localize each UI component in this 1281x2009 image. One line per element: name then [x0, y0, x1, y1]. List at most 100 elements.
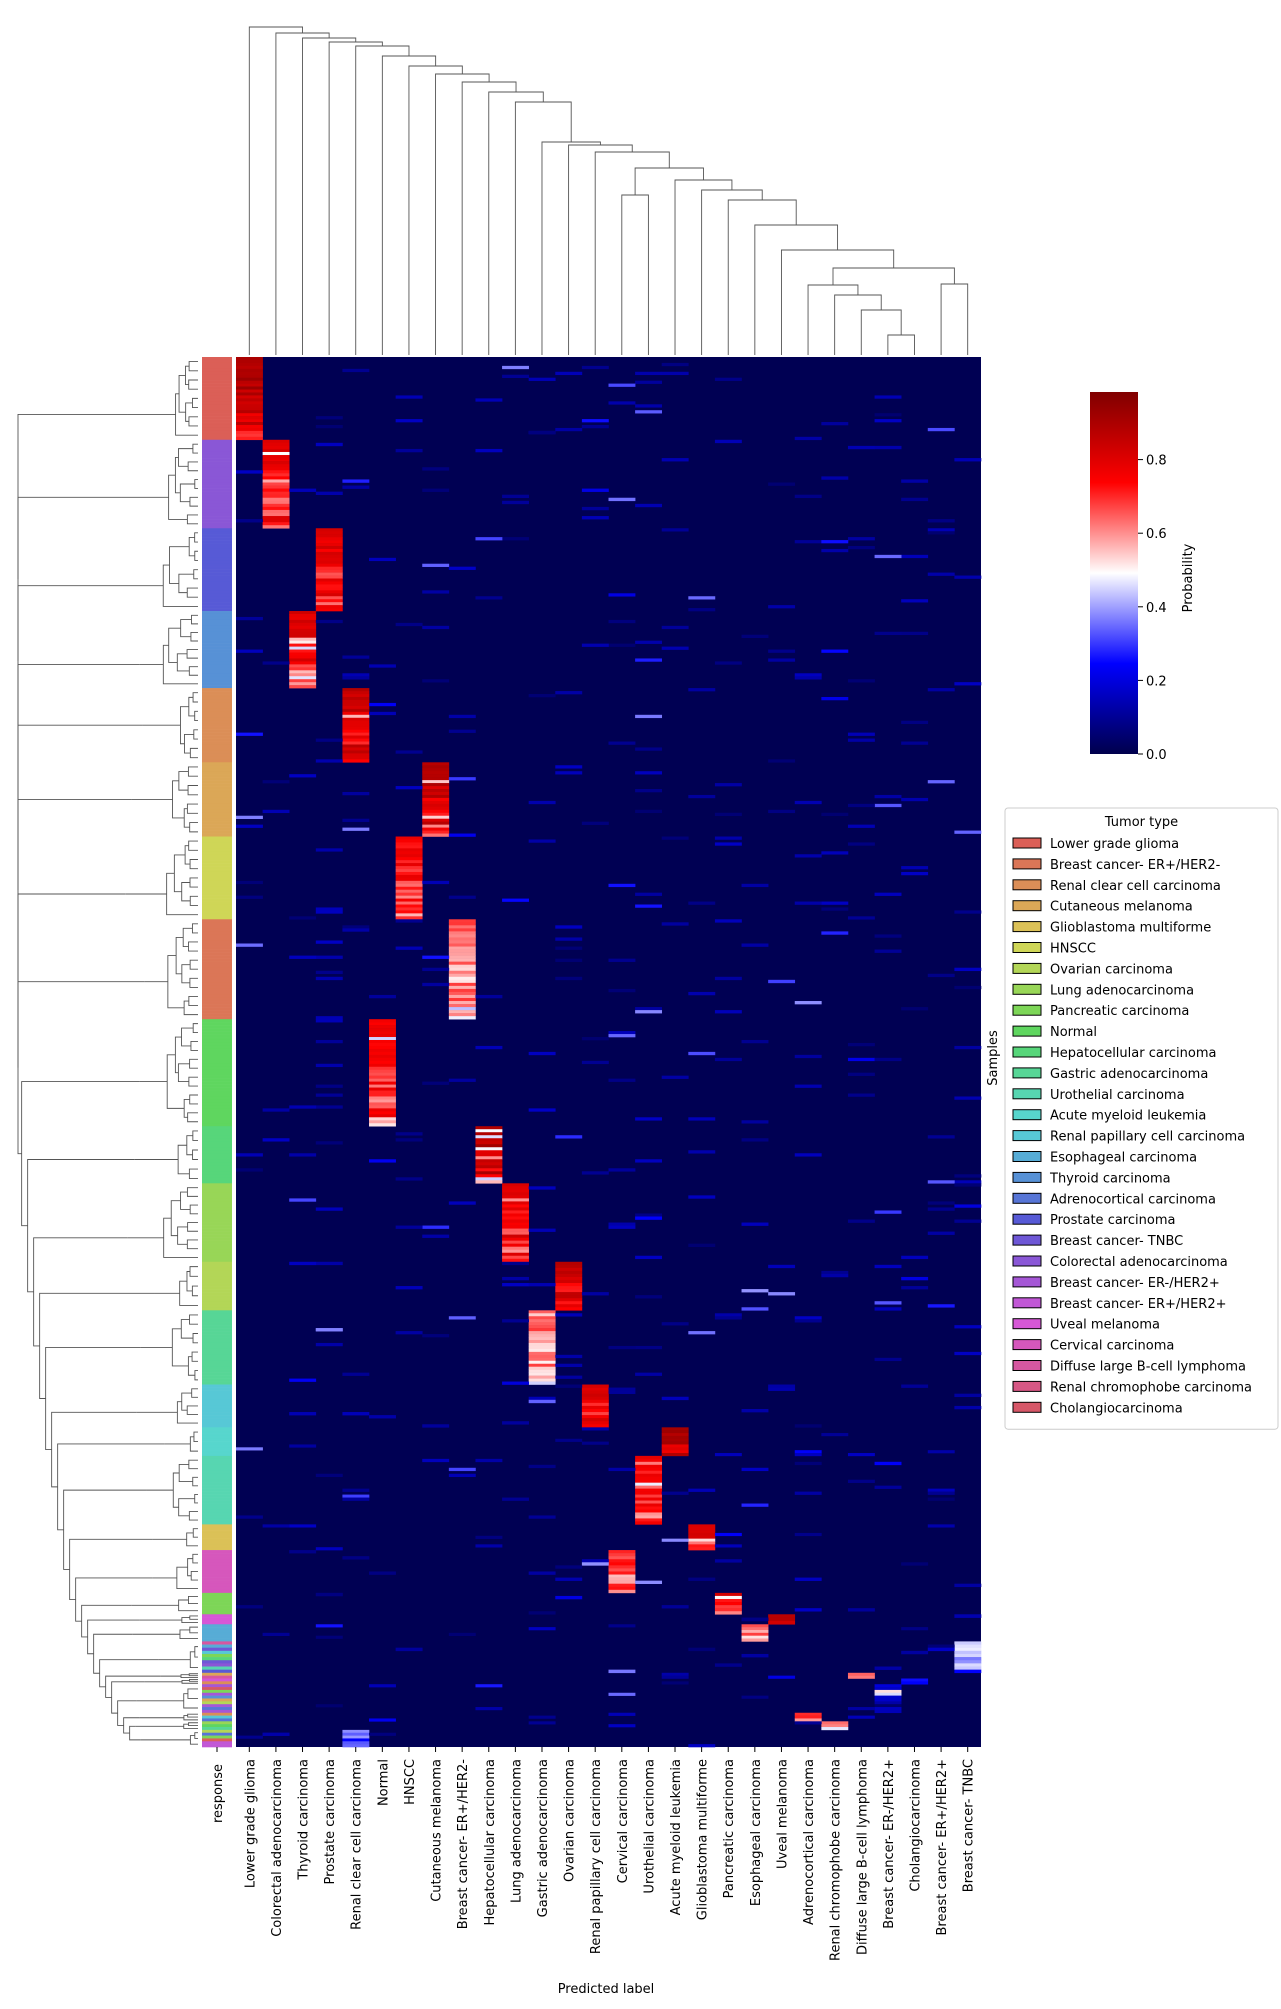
heatmap-cell [954, 682, 982, 686]
heatmap-cell [555, 1363, 583, 1368]
heatmap-cell [448, 729, 476, 733]
heatmap-cell [635, 503, 663, 508]
response-cell [202, 528, 232, 532]
heatmap-cell [874, 1684, 902, 1688]
heatmap-cell [847, 738, 875, 742]
dendrogram-link [63, 1489, 147, 1570]
response-cell [202, 913, 232, 917]
heatmap-cell [448, 895, 476, 899]
dendrogram-link [594, 151, 670, 355]
heatmap-cell [874, 1210, 902, 1214]
heatmap-cell [635, 1580, 663, 1584]
heatmap-cell [289, 1444, 317, 1448]
response-cell [202, 1057, 232, 1062]
heatmap-cell [369, 1051, 396, 1056]
heatmap-cell [395, 857, 423, 861]
heatmap-cell [395, 1177, 423, 1181]
response-cell [202, 1013, 232, 1017]
heatmap-cell [581, 1424, 609, 1428]
heatmap-cell [289, 682, 317, 686]
heatmap-cell [528, 1322, 556, 1326]
response-cell [202, 479, 232, 483]
response-cell [202, 1325, 232, 1329]
column-label: Acute myeloid leukemia [669, 1759, 684, 1915]
dendrogram-link [191, 923, 198, 934]
heatmap-cell [608, 593, 636, 597]
heatmap-cell [369, 1123, 396, 1127]
heatmap-cell [927, 1644, 955, 1648]
heatmap-cell [502, 1258, 529, 1263]
heatmap-cell [555, 1354, 583, 1359]
response-cell [202, 877, 232, 882]
response-cell [202, 1129, 232, 1133]
heatmap-cell [475, 1045, 503, 1050]
response-cell [202, 991, 232, 996]
heatmap-cell [954, 1325, 982, 1329]
heatmap-cell [342, 1741, 370, 1745]
response-cell [202, 1054, 232, 1059]
dendrogram-link [186, 1271, 193, 1292]
heatmap-cell [502, 1186, 529, 1190]
heatmap-cell [635, 1216, 663, 1220]
response-cell [202, 1060, 232, 1065]
heatmap-cell [315, 976, 343, 981]
heatmap-cell [741, 1222, 769, 1226]
dendrogram-link [192, 1528, 198, 1538]
heatmap-cell [555, 1283, 583, 1287]
response-cell [202, 1669, 232, 1674]
heatmap-cell [369, 557, 396, 562]
heatmap-cell [448, 714, 476, 719]
response-cell [202, 1001, 232, 1005]
heatmap-cell [528, 1381, 556, 1385]
heatmap-cell [395, 851, 423, 855]
heatmap-cell [342, 818, 370, 822]
response-cell [202, 1509, 232, 1513]
response-cell [202, 794, 232, 799]
dendrogram-link [188, 1168, 198, 1179]
heatmap-cell [608, 1222, 636, 1226]
column-label: Prostate carcinoma [323, 1759, 338, 1884]
heatmap-cell [422, 803, 450, 808]
heatmap-cell [315, 955, 343, 959]
response-cell [202, 1701, 232, 1705]
response-cell [202, 1174, 232, 1178]
heatmap-cell [369, 1093, 396, 1097]
heatmap-cell [448, 1201, 476, 1205]
heatmap-cell [635, 1500, 663, 1504]
heatmap-cell [369, 994, 396, 999]
response-cell [202, 1207, 232, 1211]
dendrogram-link [514, 101, 572, 355]
response-cell [202, 1467, 232, 1472]
heatmap-cell [927, 973, 955, 978]
legend-label: Lower grade glioma [1050, 837, 1179, 852]
response-cell [202, 946, 232, 950]
dendrogram-link [181, 882, 191, 902]
heatmap-cell [262, 476, 290, 480]
dendrogram-link [163, 1217, 198, 1258]
heatmap-cell [395, 871, 423, 876]
heatmap-cell [608, 1586, 636, 1591]
heatmap-cell [688, 1535, 716, 1539]
legend-label: Acute myeloid leukemia [1050, 1109, 1206, 1124]
heatmap-cell [635, 1372, 663, 1376]
heatmap-cell [528, 1354, 556, 1359]
heatmap-cell [608, 643, 636, 647]
legend-label: Hepatocellular carcinoma [1050, 1046, 1216, 1061]
dendrogram-link [187, 1688, 198, 1699]
heatmap-cell [422, 791, 450, 796]
response-cell [202, 1666, 232, 1670]
dendrogram-link [189, 1626, 198, 1634]
response-cell [202, 1605, 232, 1609]
heatmap-cell [502, 1213, 529, 1217]
heatmap-cell [262, 1732, 290, 1736]
heatmap-cell [315, 608, 343, 612]
response-cell [202, 413, 232, 417]
response-cell [202, 439, 232, 444]
heatmap-cell [395, 1286, 423, 1290]
legend-label: Renal clear cell carcinoma [1050, 879, 1221, 894]
heatmap-cell [315, 587, 343, 591]
response-cell [202, 789, 232, 793]
response-cell [202, 622, 232, 627]
dendrogram-link [188, 666, 198, 676]
heatmap-cell [315, 416, 343, 420]
